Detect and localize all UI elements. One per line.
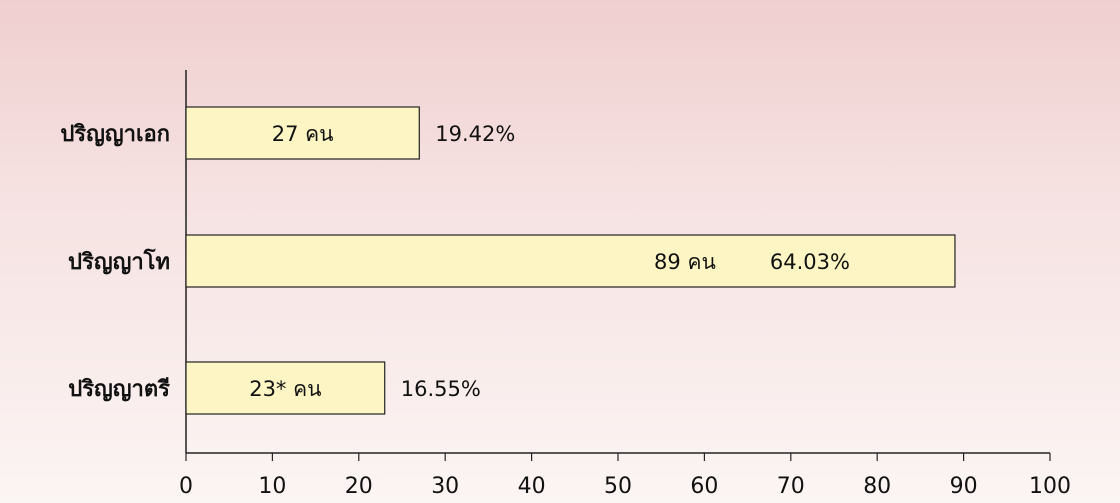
x-tick-label-6: 60 bbox=[690, 474, 718, 499]
percent-label-0: 19.42% bbox=[435, 122, 515, 146]
category-label-1: ปริญญาโท bbox=[68, 248, 170, 275]
x-tick-label-5: 50 bbox=[604, 474, 632, 499]
x-tick-label-4: 40 bbox=[518, 474, 546, 499]
x-tick-label-3: 30 bbox=[431, 474, 459, 499]
percent-label-1: 64.03% bbox=[770, 250, 850, 274]
bar-value-label-1: 89 คน bbox=[654, 250, 716, 274]
x-tick-label-10: 100 bbox=[1029, 474, 1071, 499]
x-tick-label-0: 0 bbox=[179, 474, 193, 499]
x-tick-label-7: 70 bbox=[777, 474, 805, 499]
category-label-0: ปริญญาเอก bbox=[60, 122, 170, 147]
x-tick-label-1: 10 bbox=[258, 474, 286, 499]
x-tick-label-9: 90 bbox=[950, 474, 978, 499]
x-tick-label-8: 80 bbox=[863, 474, 891, 499]
x-tick-label-2: 20 bbox=[345, 474, 373, 499]
category-label-2: ปริญญาตรี bbox=[68, 377, 170, 402]
percent-label-2: 16.55% bbox=[401, 377, 481, 401]
bar-value-label-2: 23* คน bbox=[249, 377, 321, 401]
bar-value-label-0: 27 คน bbox=[272, 122, 334, 146]
